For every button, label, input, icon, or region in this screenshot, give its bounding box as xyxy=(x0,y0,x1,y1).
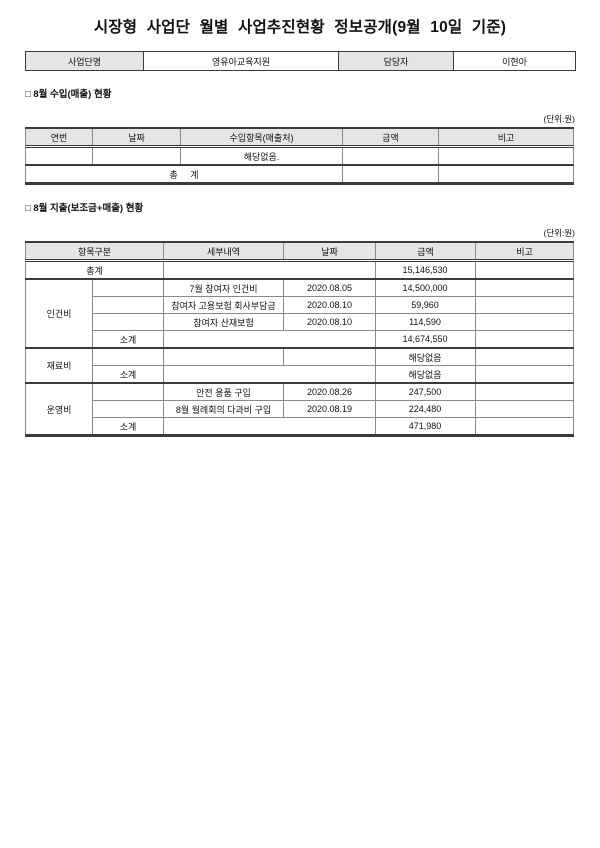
expense-row: 8월 월례회의 다과비 구입 2020.08.19 224,480 xyxy=(26,400,574,418)
note xyxy=(475,382,574,401)
note xyxy=(475,296,574,314)
grand-total-spacer xyxy=(163,260,376,280)
income-total-label: 총 계 xyxy=(25,164,343,184)
income-col-note: 비고 xyxy=(438,127,574,148)
income-cell-item: 해당없음. xyxy=(180,146,343,166)
income-col-no: 연번 xyxy=(25,127,93,148)
income-header-row: 연번 날짜 수입항목(매출처) 금액 비고 xyxy=(25,127,574,148)
date xyxy=(283,347,376,366)
category-labor: 인건비 xyxy=(25,278,93,349)
income-unit-note: (단위:원) xyxy=(543,114,575,124)
manager-value: 이현아 xyxy=(453,51,576,71)
amount: 247,500 xyxy=(375,382,476,401)
expense-col-note: 비고 xyxy=(475,241,574,262)
expense-row: 재료비 해당없음 xyxy=(25,347,574,384)
income-row: 해당없음. xyxy=(25,146,574,166)
amount: 해당없음 xyxy=(375,347,476,366)
income-table: 연번 날짜 수입항목(매출처) 금액 비고 해당없음. 총 계 xyxy=(25,127,574,185)
expense-header-row: 항목구분 세부내역 날짜 금액 비고 xyxy=(25,241,574,262)
grand-total-label: 총계 xyxy=(25,260,164,280)
info-row: 사업단명 영유아교육지원 담당자 이현아 xyxy=(25,51,576,71)
expense-row: 참여자 산재보험 2020.08.10 114,590 xyxy=(26,313,574,331)
detail: 참여자 산재보험 xyxy=(163,313,284,331)
report-content: 사업단명 영유아교육지원 담당자 이현아 □ 8월 수입(매출) 현황 (단위:… xyxy=(25,51,576,437)
date: 2020.08.19 xyxy=(283,400,376,418)
subtotal-amount: 471,980 xyxy=(375,417,476,436)
detail: 안전 용품 구입 xyxy=(163,382,284,401)
manager-label: 담당자 xyxy=(338,51,454,71)
income-col-item: 수입항목(매출처) xyxy=(180,127,343,148)
subcol-spacer xyxy=(92,313,164,331)
expense-subtotal-row: 소계 471,980 xyxy=(26,417,574,436)
subcol-spacer xyxy=(92,296,164,314)
subcol-spacer xyxy=(92,382,164,401)
income-col-amount: 금액 xyxy=(342,127,439,148)
income-cell-amount xyxy=(342,146,439,166)
income-total-amount xyxy=(342,164,439,184)
income-total-note xyxy=(438,164,574,184)
subtotal-note xyxy=(475,365,574,384)
income-cell-no xyxy=(25,146,93,166)
note xyxy=(475,347,574,366)
note xyxy=(475,278,574,297)
note xyxy=(475,313,574,331)
expense-col-category: 항목구분 xyxy=(25,241,164,262)
detail xyxy=(163,347,284,366)
expense-table: 항목구분 세부내역 날짜 금액 비고 총계 15,146,530 인건비 xyxy=(25,241,574,437)
date: 2020.08.26 xyxy=(283,382,376,401)
amount: 59,960 xyxy=(375,296,476,314)
detail: 8월 월례회의 다과비 구입 xyxy=(163,400,284,418)
subtotal-spacer xyxy=(163,365,376,384)
category-materials: 재료비 xyxy=(25,347,93,384)
subcol-spacer xyxy=(92,278,164,297)
expense-col-detail: 세부내역 xyxy=(163,241,284,262)
note xyxy=(475,400,574,418)
expense-row: 참여자 고용보험 회사부담금 2020.08.10 59,960 xyxy=(26,296,574,314)
expense-subtotal-row: 소계 해당없음 xyxy=(26,365,574,384)
subcol-spacer xyxy=(92,347,164,366)
amount: 14,500,000 xyxy=(375,278,476,297)
expense-col-date: 날짜 xyxy=(283,241,376,262)
subtotal-label: 소계 xyxy=(92,365,164,384)
info-table: 사업단명 영유아교육지원 담당자 이현아 xyxy=(25,51,576,71)
detail: 참여자 고용보험 회사부담금 xyxy=(163,296,284,314)
expense-row: 인건비 7월 참여자 인건비 2020.08.05 14,500,000 xyxy=(25,278,574,349)
page-title: 시장형 사업단 월별 사업추진현황 정보공개(9월 10일 기준) xyxy=(93,19,507,36)
subtotal-amount: 해당없음 xyxy=(375,365,476,384)
subtotal-spacer xyxy=(163,417,376,436)
subtotal-label: 소계 xyxy=(92,417,164,436)
income-cell-note xyxy=(438,146,574,166)
grand-total-amount: 15,146,530 xyxy=(375,260,476,280)
subtotal-note xyxy=(475,330,574,349)
category-operations: 운영비 xyxy=(25,382,93,436)
income-col-date: 날짜 xyxy=(92,127,181,148)
expense-grand-total-row: 총계 15,146,530 xyxy=(25,260,574,280)
amount: 224,480 xyxy=(375,400,476,418)
expense-unit-note: (단위:원) xyxy=(543,228,575,238)
subcol-spacer xyxy=(92,400,164,418)
detail: 7월 참여자 인건비 xyxy=(163,278,284,297)
subtotal-spacer xyxy=(163,330,376,349)
date: 2020.08.10 xyxy=(283,313,376,331)
income-section-heading: □ 8월 수입(매출) 현황 xyxy=(25,89,112,100)
income-total-row: 총 계 xyxy=(25,164,574,184)
expense-col-amount: 금액 xyxy=(375,241,476,262)
subtotal-note xyxy=(475,417,574,436)
program-name-label: 사업단명 xyxy=(25,51,144,71)
subtotal-label: 소계 xyxy=(92,330,164,349)
date: 2020.08.10 xyxy=(283,296,376,314)
amount: 114,590 xyxy=(375,313,476,331)
expense-row: 운영비 안전 용품 구입 2020.08.26 247,500 xyxy=(25,382,574,436)
grand-total-note xyxy=(475,260,574,280)
program-name-value: 영유아교육지원 xyxy=(143,51,339,71)
expense-section-heading: □ 8월 지출(보조금+매출) 현황 xyxy=(25,203,144,214)
expense-subtotal-row: 소계 14,674,550 xyxy=(26,330,574,349)
income-cell-date xyxy=(92,146,181,166)
date: 2020.08.05 xyxy=(283,278,376,297)
subtotal-amount: 14,674,550 xyxy=(375,330,476,349)
